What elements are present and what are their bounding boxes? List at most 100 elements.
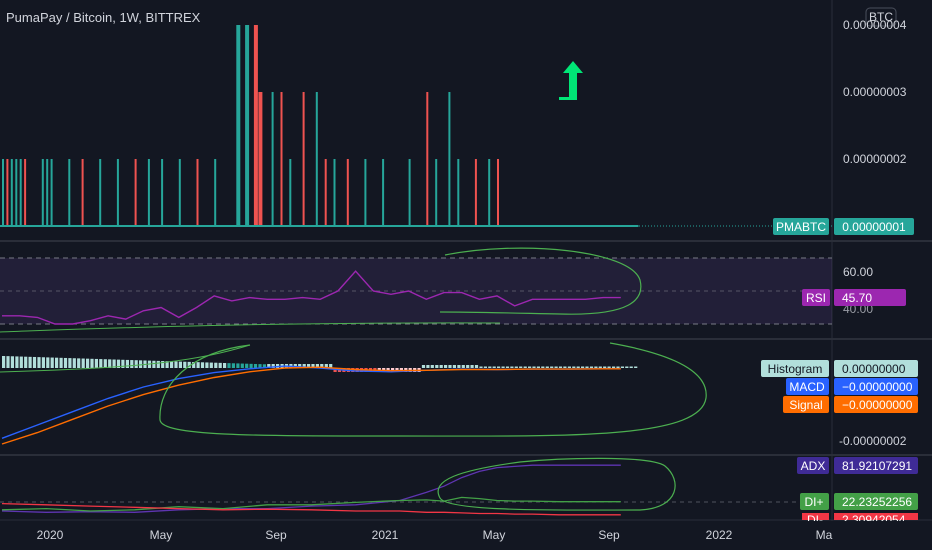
macd-histogram-bar [253, 363, 258, 368]
price-candle [253, 25, 258, 226]
macd-histogram-bar [302, 364, 306, 368]
macd-histogram-bar [598, 366, 602, 368]
macd-histogram-bar [130, 360, 134, 368]
di-plus-line [1, 496, 621, 512]
macd-histogram-bar [267, 364, 271, 368]
price-candle [214, 159, 217, 226]
macd-histogram-bar [112, 359, 116, 368]
macd-histogram-bar [607, 366, 611, 368]
time-tick-label: Ma [816, 528, 833, 542]
macd-histogram-bar [271, 364, 275, 368]
macd-histogram-bar [81, 358, 85, 368]
price-bars [0, 25, 639, 227]
macd-histogram-bar [505, 366, 510, 368]
time-tick-label: May [483, 528, 506, 542]
macd-histogram-bar [134, 360, 138, 368]
rsi-line [2, 270, 621, 325]
macd-histogram-bar [333, 368, 337, 372]
macd-histogram-bar [541, 366, 545, 368]
hand-drawn-ellipse[interactable] [437, 457, 676, 511]
adx-line [1, 464, 621, 513]
macd-histogram-bar [298, 364, 302, 368]
macd-histogram-bar [165, 361, 169, 368]
macd-histogram-bar [625, 366, 629, 368]
macd-histogram-bar [444, 365, 448, 368]
price-tick-label: 0.00000004 [843, 18, 907, 32]
macd-histogram-bar [554, 366, 558, 368]
macd-histogram-bar [258, 364, 262, 368]
hand-drawn-curve[interactable] [0, 344, 251, 373]
rsi-pane[interactable] [0, 247, 832, 333]
price-candle [24, 159, 27, 226]
macd-histogram-bar [2, 356, 6, 368]
macd-pane[interactable] [0, 342, 707, 445]
price-pane[interactable] [0, 25, 832, 227]
price-candle [15, 159, 18, 226]
macd-histogram-bar [550, 366, 554, 368]
price-candle [116, 159, 119, 226]
macd-histogram-bar [311, 364, 315, 368]
macd-histogram-bar [227, 363, 231, 368]
macd-histogram-bar [50, 357, 54, 368]
macd-histogram-bar [523, 366, 527, 368]
price-candle [474, 159, 477, 226]
macd-histogram-bar [192, 362, 196, 368]
price-tick-label: 0.00000003 [843, 85, 907, 99]
macd-histogram-bar [116, 359, 121, 368]
macd-histogram-bar [209, 362, 213, 368]
macd-histogram-bar [205, 362, 209, 368]
macd-histogram-bar [10, 356, 14, 368]
macd-histogram-bar [174, 361, 178, 368]
dmi-pane[interactable] [0, 457, 832, 516]
macd-histogram-bar [68, 358, 72, 368]
macd-histogram-bar [46, 357, 50, 368]
price-candle [488, 159, 491, 226]
time-tick-label: 2020 [37, 528, 64, 542]
hand-drawn-ellipse[interactable] [159, 342, 707, 437]
macd-histogram-bar [457, 365, 461, 368]
price-candle [245, 25, 250, 226]
price-candle [50, 159, 53, 226]
macd-histogram-bar [421, 365, 426, 368]
macd-histogram-bar [262, 364, 266, 368]
hand-drawn-curve[interactable] [0, 322, 501, 333]
macd-histogram-bar [483, 366, 487, 368]
macd-histogram-bar [200, 362, 205, 368]
green-arrow-up-icon[interactable] [559, 61, 583, 100]
currency-badge[interactable]: BTC [865, 7, 897, 27]
time-tick-label: 2022 [706, 528, 733, 542]
price-candle [236, 25, 241, 226]
macd-histogram-bar [603, 366, 607, 368]
macd-histogram-bar [634, 366, 638, 368]
price-candle [448, 92, 451, 226]
macd-tick-label: -0.00000002 [839, 434, 907, 448]
macd-histogram-bar [41, 357, 45, 368]
time-axis[interactable] [0, 521, 932, 550]
macd-histogram-bar [581, 366, 585, 368]
price-candle [196, 159, 199, 226]
signal-tag-value: −0.00000000 [842, 398, 913, 412]
price-candle [289, 159, 292, 226]
price-candle [497, 159, 499, 226]
macd-histogram-bar [161, 361, 165, 368]
macd-histogram-bar [245, 363, 249, 368]
price-candle [457, 159, 460, 226]
macd-histogram-bar [37, 357, 41, 368]
macd-histogram-bar [187, 361, 191, 368]
price-candle [41, 159, 44, 226]
macd-histogram-bar [510, 366, 514, 368]
price-candle [346, 159, 349, 226]
macd-histogram-bar [585, 366, 589, 368]
macd-histogram-bar [231, 363, 235, 368]
macd-histogram-bar [479, 366, 483, 368]
macd-histogram-bar [466, 365, 470, 368]
macd-histogram-bar [19, 356, 23, 368]
macd-histogram-bar [121, 359, 125, 368]
time-tick-label: May [150, 528, 173, 542]
macd-histogram-bar [307, 364, 311, 368]
macd-histogram-bar [435, 365, 439, 368]
hand-drawn-ellipse[interactable] [439, 247, 642, 315]
price-candle [315, 92, 318, 226]
